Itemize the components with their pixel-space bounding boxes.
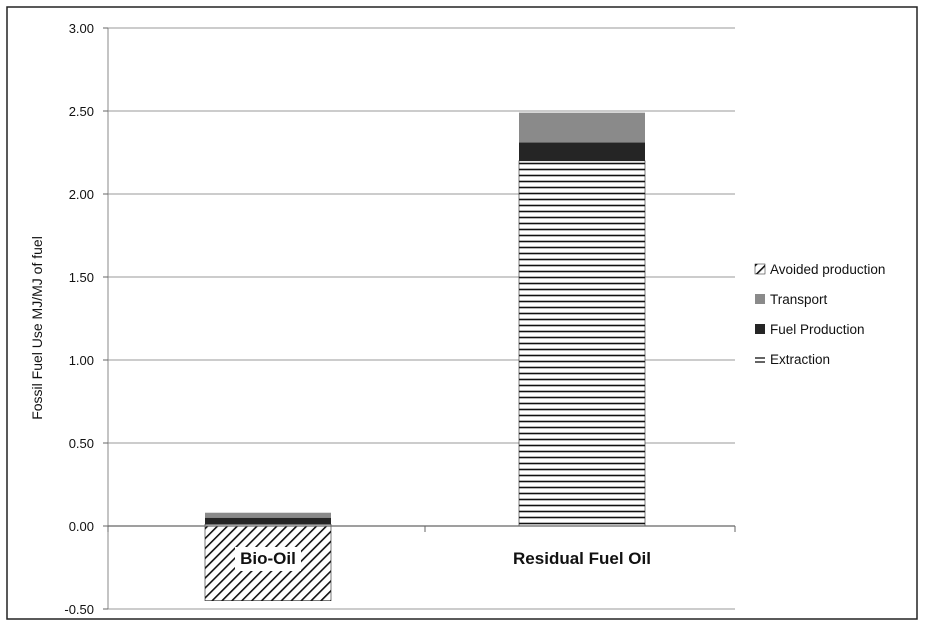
legend-swatch-fuel-production <box>755 324 765 334</box>
chart-border <box>6 6 918 620</box>
y-tick-label: 2.50 <box>69 104 94 119</box>
y-tick-label: 2.00 <box>69 187 94 202</box>
bar-segment-transport <box>519 112 645 143</box>
category-label-bg <box>235 547 301 571</box>
legend-label: Transport <box>770 292 828 307</box>
bar-segment-fuel-production <box>519 142 645 161</box>
category-label: Bio-Oil <box>240 549 296 568</box>
legend-swatch-avoided-production <box>754 263 766 275</box>
y-tick-label: 1.00 <box>69 353 94 368</box>
y-axis-label: Fossil Fuel Use MJ/MJ of fuel <box>29 236 45 420</box>
y-tick-label: 0.50 <box>69 436 94 451</box>
y-tick-label: -0.50 <box>64 602 94 617</box>
category-label: Residual Fuel Oil <box>513 549 651 568</box>
legend-label: Extraction <box>770 352 830 367</box>
y-tick-label: 1.50 <box>69 270 94 285</box>
y-tick-label: 0.00 <box>69 519 94 534</box>
bar-segment-extraction <box>518 160 646 527</box>
legend-label: Fuel Production <box>770 322 865 337</box>
y-tick-label: 3.00 <box>69 21 94 36</box>
bar-segment-fuel-production <box>205 517 331 525</box>
legend-label: Avoided production <box>770 262 885 277</box>
legend-swatch-transport <box>755 294 765 304</box>
bar-segment-transport <box>205 512 331 518</box>
